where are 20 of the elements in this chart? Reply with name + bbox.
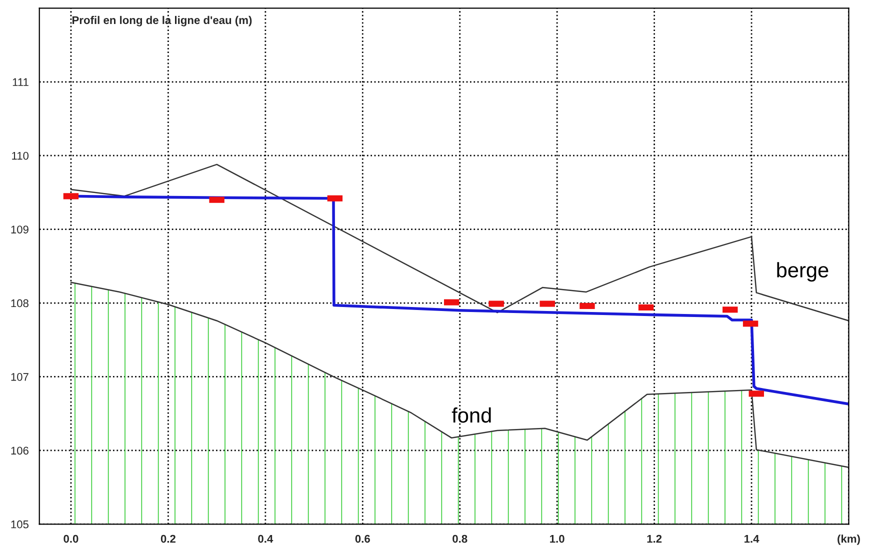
series-label: berge [777, 262, 828, 282]
x-tick-label: 1.0 [550, 534, 564, 543]
y-tick-label: 110 [12, 152, 29, 160]
x-tick-label: 0.8 [452, 534, 468, 543]
y-tick-label: 109 [11, 226, 28, 234]
x-tick-label: 0.0 [64, 534, 78, 543]
text: Profil en long de la ligne d'eau (m) [72, 16, 252, 26]
x-tick-label: (km) [838, 534, 860, 545]
y-tick-label: 107 [11, 373, 28, 381]
x-tick-label: 0.2 [160, 534, 176, 543]
x-tick-label: 0.6 [355, 534, 370, 543]
y-tick-label: 108 [11, 299, 28, 308]
x-tick-label: 1.4 [744, 534, 760, 543]
y-tick-label: 111 [12, 78, 28, 86]
series-label: fond [452, 407, 491, 423]
x-tick-label: 0.4 [258, 534, 274, 543]
y-tick-label: 105 [11, 520, 28, 528]
x-tick-label: 1.2 [647, 534, 662, 543]
y-tick-label: 106 [11, 446, 28, 455]
line-series [70, 164, 849, 322]
